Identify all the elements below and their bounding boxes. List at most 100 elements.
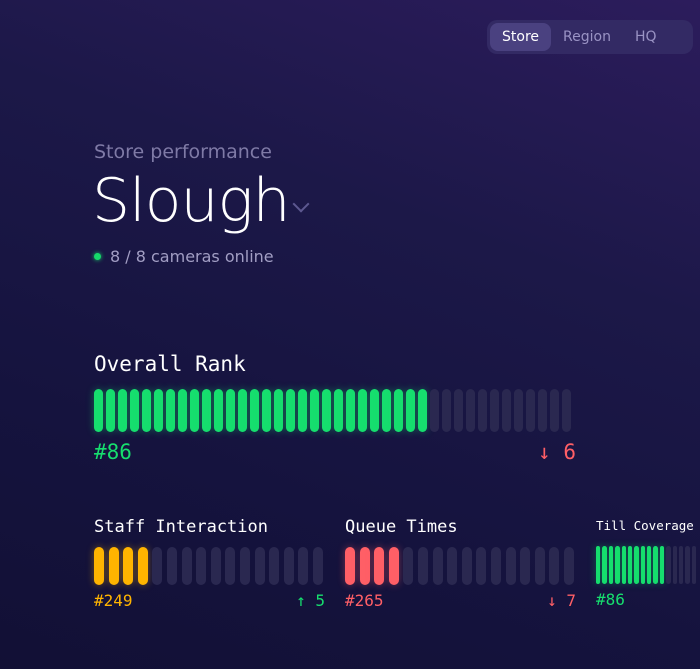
bar-segment-empty (549, 547, 560, 585)
bar-segment-empty (283, 547, 294, 585)
bar-segment-filled (238, 389, 247, 432)
bar-segment-empty (563, 547, 574, 585)
bar-segment-filled (94, 389, 103, 432)
arrow-down-icon: ↓ (538, 440, 551, 464)
bar-segment-filled (137, 547, 148, 585)
bar-segment-filled (274, 389, 283, 432)
rank-value: #86 (596, 590, 625, 609)
bar-segment-empty (196, 547, 207, 585)
bar-segment-empty (442, 389, 451, 432)
bar-segment-filled (214, 389, 223, 432)
metric-label: Till Coverage (596, 518, 694, 533)
metric-overall-rank: Overall Rank #86 ↓ 6 (94, 352, 576, 464)
bar-segment-filled (627, 546, 633, 584)
bar-segment-empty (691, 546, 696, 584)
camera-status: 8 / 8 cameras online (94, 247, 274, 266)
bar-segment-empty (447, 547, 458, 585)
bar-segment-empty (672, 546, 677, 584)
bar-segment-empty (181, 547, 192, 585)
bar-segment-empty (454, 389, 463, 432)
rank-bar (94, 547, 325, 585)
bar-segment-empty (312, 547, 323, 585)
bar-segment-filled (142, 389, 151, 432)
bar-segment-filled (202, 389, 211, 432)
bar-segment-empty (505, 547, 516, 585)
bar-segment-empty (666, 546, 671, 584)
bar-segment-empty (466, 389, 475, 432)
bar-segment-empty (562, 389, 571, 432)
bar-segment-filled (346, 389, 355, 432)
arrow-up-icon: ↑ (296, 591, 306, 610)
metric-label: Overall Rank (94, 352, 246, 376)
rank-value: #249 (94, 591, 133, 610)
bar-segment-filled (406, 389, 415, 432)
bar-segment-filled (615, 546, 620, 584)
bar-segment-filled (596, 546, 601, 584)
bar-segment-filled (322, 389, 331, 432)
bar-segment-filled (418, 389, 427, 432)
rank-change: ↑ 5 (296, 591, 325, 610)
tab-hq[interactable]: HQ (634, 29, 657, 45)
tab-region[interactable]: Region (563, 29, 611, 45)
bar-segment-filled (250, 389, 259, 432)
rank-value: #265 (345, 591, 384, 610)
bar-segment-filled (602, 546, 607, 584)
bar-segment-empty (685, 546, 690, 584)
online-dot-icon (94, 253, 101, 260)
bar-segment-filled (608, 546, 614, 584)
bar-segment-filled (640, 546, 645, 584)
bar-segment-empty (152, 547, 163, 585)
bar-segment-empty (478, 389, 487, 432)
rank-value: #86 (94, 440, 132, 464)
bar-segment-empty (514, 389, 523, 432)
scope-toggle: Store Region HQ (487, 20, 693, 54)
bar-segment-filled (108, 547, 119, 585)
bar-segment-filled (190, 389, 199, 432)
bar-segment-filled (359, 547, 370, 585)
bar-segment-filled (130, 389, 139, 432)
bar-segment-filled (345, 547, 355, 585)
bar-segment-empty (239, 547, 250, 585)
tab-store[interactable]: Store (490, 23, 552, 51)
bar-segment-empty (678, 546, 684, 584)
bar-segment-filled (123, 547, 134, 585)
bar-segment-empty (526, 389, 535, 432)
metric-label: Staff Interaction (94, 517, 268, 537)
bar-segment-filled (374, 547, 385, 585)
bar-segment-empty (210, 547, 221, 585)
metric-queue-times: Queue Times #265 ↓ 7 (345, 517, 576, 610)
bar-segment-filled (178, 389, 187, 432)
bar-segment-empty (254, 547, 265, 585)
bar-segment-empty (538, 389, 547, 432)
arrow-down-icon: ↓ (547, 591, 557, 610)
bar-segment-filled (358, 389, 367, 432)
bar-segment-filled (226, 389, 235, 432)
bar-segment-empty (225, 547, 236, 585)
bar-segment-filled (262, 389, 271, 432)
bar-segment-filled (634, 546, 639, 584)
bar-segment-filled (659, 546, 665, 584)
bar-segment-filled (647, 546, 652, 584)
rank-bar (345, 547, 576, 585)
rank-change: ↓ 6 (538, 440, 576, 464)
bar-segment-empty (430, 389, 439, 432)
camera-status-text: 8 / 8 cameras online (110, 247, 274, 266)
bar-segment-empty (298, 547, 309, 585)
rank-bar (94, 389, 576, 432)
store-name[interactable]: Slough (92, 166, 291, 236)
bar-segment-empty (502, 389, 511, 432)
bar-segment-filled (118, 389, 127, 432)
bar-segment-empty (461, 547, 472, 585)
bar-segment-empty (166, 547, 177, 585)
bar-segment-empty (476, 547, 487, 585)
bar-segment-filled (388, 547, 399, 585)
chevron-down-icon[interactable] (292, 195, 310, 213)
rank-change: ↓ 7 (547, 591, 576, 610)
bar-segment-filled (382, 389, 391, 432)
bar-segment-empty (534, 547, 545, 585)
bar-segment-filled (621, 546, 626, 584)
metric-staff-interaction: Staff Interaction #249 ↑ 5 (94, 517, 325, 610)
bar-segment-empty (269, 547, 280, 585)
bar-segment-empty (432, 547, 443, 585)
bar-segment-empty (490, 389, 499, 432)
